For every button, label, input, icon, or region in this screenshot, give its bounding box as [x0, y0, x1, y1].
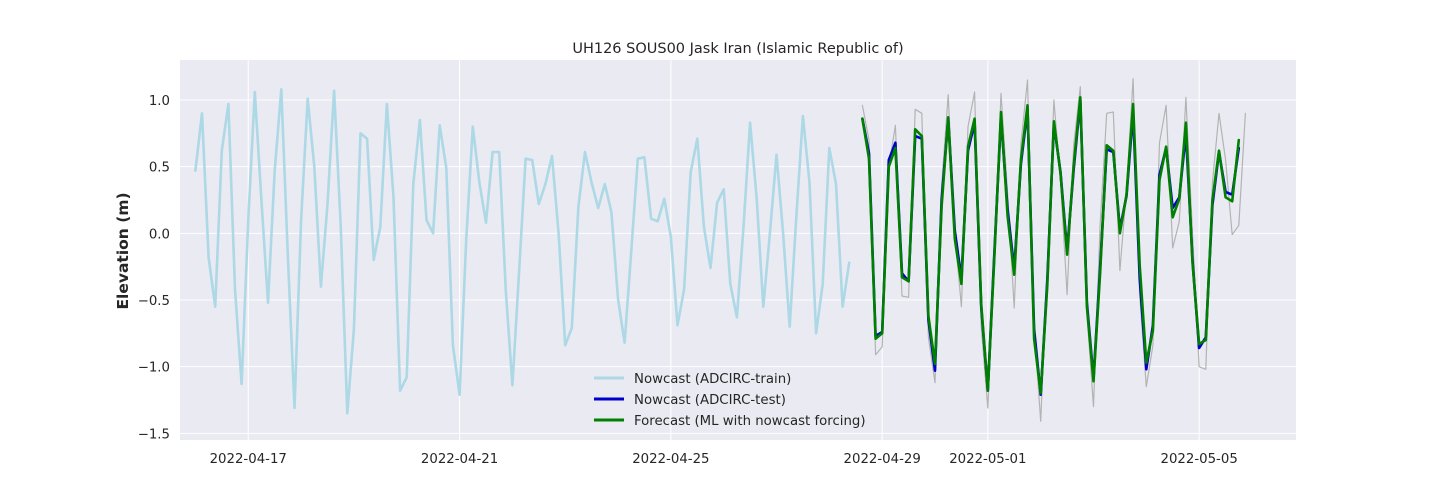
- legend-label-test: Nowcast (ADCIRC-test): [634, 393, 786, 408]
- series-line-ml-forecast: [861, 96, 1241, 395]
- x-tick-label: 2022-05-05: [1161, 452, 1238, 467]
- x-axis-ticks: 2022-04-17 2022-04-21 2022-04-25 2022-04-29…: [210, 452, 1238, 467]
- y-axis-ticks: −1.5 −1.0 −0.5 0.0 0.5 1.0: [138, 94, 170, 442]
- x-tick-label: 2022-04-29: [844, 452, 921, 467]
- y-axis-label: Elevation (m): [114, 192, 132, 309]
- y-tick-label: −1.5: [138, 427, 170, 442]
- y-tick-label: 0.0: [149, 227, 170, 242]
- y-tick-label: −0.5: [138, 294, 170, 309]
- grid: [180, 60, 1296, 440]
- series-line-adcirc-train: [194, 88, 851, 415]
- series-layer: [194, 78, 1247, 422]
- x-tick-label: 2022-04-17: [210, 452, 287, 467]
- chart-title: UH126 SOUS00 Jask Iran (Islamic Republic…: [572, 41, 903, 57]
- x-tick-label: 2022-04-25: [632, 452, 709, 467]
- legend: Nowcast (ADCIRC-train) Nowcast (ADCIRC-t…: [594, 372, 866, 429]
- legend-label-forecast: Forecast (ML with nowcast forcing): [634, 414, 866, 429]
- x-tick-label: 2022-05-01: [949, 452, 1026, 467]
- y-tick-label: 0.5: [149, 161, 170, 176]
- legend-label-train: Nowcast (ADCIRC-train): [634, 372, 791, 387]
- y-tick-label: −1.0: [138, 361, 170, 376]
- y-tick-label: 1.0: [149, 94, 170, 109]
- plot-background: [180, 60, 1296, 440]
- x-tick-label: 2022-04-21: [421, 452, 498, 467]
